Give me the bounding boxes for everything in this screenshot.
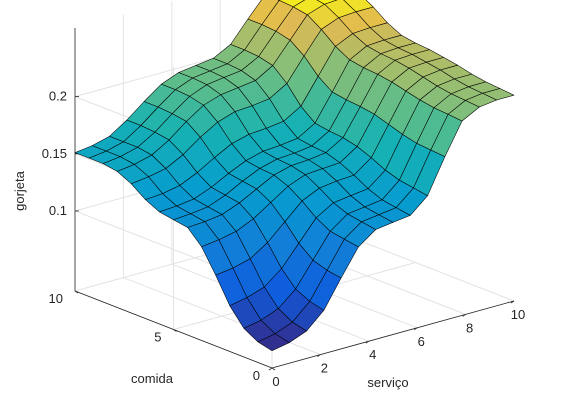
y-tick-label: 10 xyxy=(49,291,63,306)
y-tick-mark xyxy=(173,329,177,332)
x-axis-label: serviço xyxy=(367,375,408,390)
x-tick-label: 10 xyxy=(511,307,525,322)
x-tick-mark xyxy=(268,367,273,371)
x-tick-label: 6 xyxy=(418,334,425,349)
x-tick-label: 4 xyxy=(369,347,376,362)
y-tick-label: 5 xyxy=(154,330,161,345)
x-tick-mark xyxy=(365,340,370,344)
x-tick-label: 8 xyxy=(466,320,473,335)
z-tick-label: 0.1 xyxy=(49,203,67,218)
z-tick-label: 0.2 xyxy=(49,89,67,104)
z-axis-label: gorjeta xyxy=(12,170,27,211)
axis-lines xyxy=(74,28,515,371)
x-tick-label: 0 xyxy=(272,374,279,389)
surface-mesh xyxy=(74,0,515,352)
x-tick-mark xyxy=(413,327,418,331)
y-tick-mark xyxy=(74,290,79,294)
surface-patch xyxy=(278,0,306,8)
x-tick-mark xyxy=(462,314,466,317)
z-tick-label: 0.15 xyxy=(42,146,67,161)
x-tick-mark xyxy=(510,300,515,304)
x-tick-label: 2 xyxy=(321,361,328,376)
y-tick-label: 0 xyxy=(253,368,260,383)
tick-labels: 0 2 4 6 8 10 0 5 10 0.1 0.15 0.2 xyxy=(42,89,526,389)
x-axis-line xyxy=(271,300,515,369)
x-tick-mark xyxy=(317,354,321,357)
y-tick-mark xyxy=(271,367,276,371)
surface-patch xyxy=(482,88,515,101)
y-axis-label: comida xyxy=(131,371,174,386)
